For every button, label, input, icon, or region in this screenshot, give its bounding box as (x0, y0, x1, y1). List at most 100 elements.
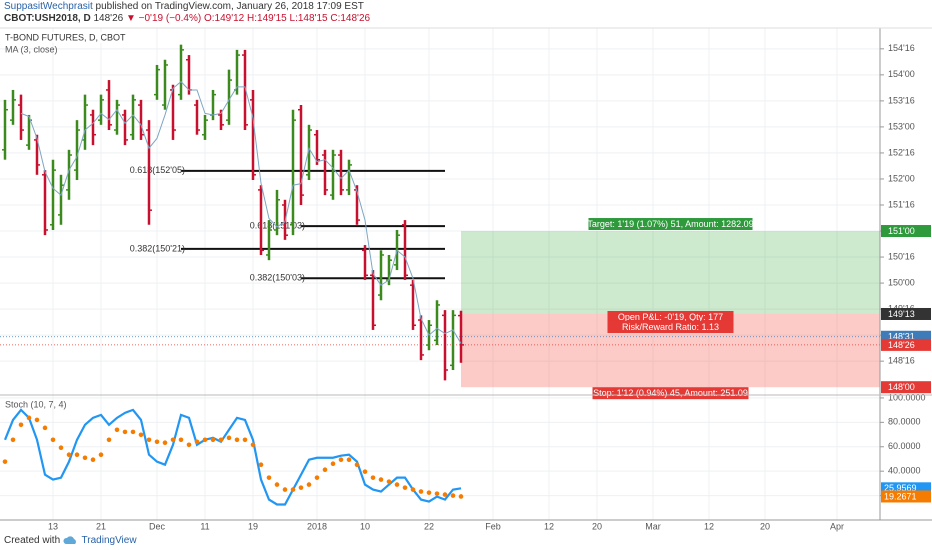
stoch-dot (386, 479, 392, 484)
stoch-dot (202, 437, 208, 443)
stoch-dot (114, 427, 120, 433)
target-label: Target: 1'19 (1.07%) 51, Amount: 1282.09 (587, 219, 753, 229)
fib-label: 0.382(150'03) (250, 273, 305, 283)
price-marker-label: 151'00 (888, 226, 915, 236)
y-tick-label: 153'16 (888, 95, 915, 105)
price-marker-label: 148'00 (888, 382, 915, 392)
y-tick-label: 152'16 (888, 147, 915, 157)
stoch-dot (330, 461, 336, 467)
stoch-title: Stoch (10, 7, 4) (5, 399, 67, 409)
y-tick-label: 148'16 (888, 356, 915, 366)
published: published on TradingView.com, January 26… (95, 1, 364, 12)
y-tick-label: 153'00 (888, 121, 915, 131)
stoch-dot (50, 437, 56, 443)
plot-bg (0, 28, 880, 520)
stoch-dot (26, 415, 32, 421)
created: Created with (4, 535, 61, 546)
stoch-dot (186, 442, 192, 448)
brand[interactable]: TradingView (81, 535, 137, 546)
stoch-dot (354, 462, 360, 468)
author[interactable]: SuppasitWechprasit (4, 1, 93, 12)
x-tick-label: 20 (760, 521, 770, 531)
y-tick-label: 152'00 (888, 173, 915, 183)
stoch-dot (170, 437, 176, 443)
stoch-dot (290, 487, 296, 492)
stoch-dot (274, 482, 280, 487)
stoch-dot (42, 425, 48, 431)
stoch-dot (258, 462, 264, 468)
stoch-dot (2, 459, 8, 464)
stoch-dot (426, 490, 432, 495)
symbol: CBOT:USH2018, D (4, 13, 91, 24)
x-tick-label: 22 (424, 521, 434, 531)
target-label-bg (588, 218, 753, 231)
x-tick-label: Feb (485, 521, 501, 531)
price-marker-bg (881, 338, 931, 351)
logo (63, 536, 76, 545)
stoch-dot (442, 492, 448, 497)
y-tick-label: 150'16 (888, 251, 915, 261)
y-tick-label: 150'00 (888, 277, 915, 287)
price-marker-bg (881, 381, 931, 394)
fib-label: 0.618(152'05) (130, 165, 185, 175)
stoch-dot (266, 475, 272, 480)
stoch-dot (242, 437, 248, 443)
stoch-dot (378, 477, 384, 482)
price-marker-bg (881, 225, 931, 238)
header: SuppasitWechprasit published on TradingV… (4, 1, 370, 25)
stoch-dot (154, 439, 160, 445)
stop-label: Stop: 1'12 (0.94%) 45, Amount: 251.09 (593, 388, 748, 398)
stoch-dot (98, 452, 104, 457)
stoch-dot (338, 457, 344, 462)
stoch-dot (218, 437, 224, 443)
stoch-dot (450, 493, 456, 498)
x-tick-label: 21 (96, 521, 106, 531)
y-tick-label: 80.0000 (888, 417, 921, 427)
x-tick-label: 12 (544, 521, 554, 531)
y-tick-label: 40.0000 (888, 466, 921, 476)
x-tick-label: 12 (704, 521, 714, 531)
change: ▼ −0'19 (−0.4%) (125, 13, 202, 24)
stoch-dot (234, 437, 240, 443)
x-tick-label: 10 (360, 521, 370, 531)
stoch-dot (74, 452, 80, 457)
stoch-dot (178, 437, 184, 443)
stoch-dot (138, 432, 144, 438)
ma-title: MA (3, close) (5, 44, 58, 54)
x-tick-label: Mar (645, 521, 661, 531)
x-tick-label: 11 (200, 521, 209, 531)
stoch-dot (314, 475, 320, 480)
stoch-dot (58, 445, 64, 451)
stoch-line (3, 408, 462, 506)
price-marker-bg (881, 307, 931, 320)
stoch-dot (66, 452, 72, 457)
y-tick-label: 100.0000 (888, 392, 926, 402)
footer: Created with TradingView (4, 535, 137, 546)
stoch-dot (322, 467, 328, 473)
price-marker-label: 149'13 (888, 309, 915, 319)
last: 148'26 (93, 13, 124, 24)
last-value-label: 19.2671 (884, 491, 917, 501)
x-tick-label: 20 (592, 521, 602, 531)
high: H:149'15 (247, 13, 287, 24)
stoch-dot (418, 489, 424, 494)
x-tick-label: 19 (248, 521, 258, 531)
pnl-label-bg (607, 310, 734, 323)
stoch-dot (298, 485, 304, 490)
stoch-dot (18, 422, 24, 428)
chart-title: T-BOND FUTURES, D, CBOT (5, 32, 126, 42)
stoch-dot (402, 485, 408, 490)
last-value-label: 25.9569 (884, 483, 917, 493)
stop-label-bg (592, 387, 749, 400)
x-tick-label: Apr (830, 521, 844, 531)
x-tick-label: 13 (48, 521, 58, 531)
y-tick-label: 154'16 (888, 43, 915, 53)
stoch-dot (90, 457, 96, 462)
title-bg (3, 32, 111, 43)
target-zone (461, 231, 880, 314)
stoch-dot (410, 487, 416, 492)
low: L:148'15 (289, 13, 328, 24)
stoch-dot (34, 417, 40, 423)
stoch-dot (82, 455, 88, 461)
